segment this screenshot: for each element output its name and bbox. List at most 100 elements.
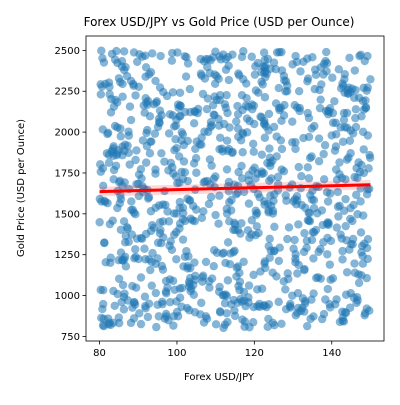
scatter-point — [346, 149, 355, 158]
scatter-point — [299, 57, 308, 66]
scatter-point — [274, 83, 284, 93]
scatter-point — [130, 300, 140, 309]
scatter-point — [119, 305, 129, 314]
scatter-point — [230, 246, 239, 255]
scatter-point — [296, 67, 305, 76]
scatter-point — [98, 321, 108, 330]
scatter-point — [207, 161, 216, 170]
scatter-point — [171, 172, 181, 181]
scatter-point — [224, 61, 233, 70]
scatter-point — [145, 149, 155, 158]
scatter-point — [286, 299, 295, 309]
scatter-point — [308, 53, 317, 62]
scatter-point — [174, 152, 184, 161]
scatter-point — [227, 195, 236, 205]
scatter-point — [144, 194, 153, 203]
plot-clip-group — [95, 46, 375, 333]
scatter-point — [104, 78, 114, 87]
scatter-point — [210, 246, 219, 255]
scatter-point — [300, 266, 309, 275]
scatter-point — [352, 190, 361, 200]
scatter-point — [201, 55, 211, 64]
scatter-point — [148, 248, 157, 258]
scatter-point — [186, 107, 195, 117]
scatter-point — [222, 165, 232, 174]
scatter-point — [339, 81, 348, 91]
scatter-point — [316, 63, 325, 72]
scatter-point — [126, 115, 136, 125]
scatter-point — [222, 309, 231, 318]
scatter-point — [125, 160, 134, 169]
scatter-point — [288, 117, 297, 126]
scatter-point — [283, 234, 292, 244]
scatter-point — [109, 175, 118, 184]
scatter-point — [294, 87, 304, 96]
scatter-point — [168, 48, 177, 58]
scatter-point — [320, 141, 330, 150]
scatter-point — [321, 56, 330, 66]
scatter-point — [150, 129, 160, 138]
scatter-point — [334, 65, 344, 74]
scatter-point — [281, 285, 290, 294]
y-tick-label: 750 — [61, 332, 80, 343]
scatter-point — [136, 273, 146, 282]
scatter-point — [185, 273, 195, 283]
scatter-point — [230, 311, 240, 321]
scatter-point — [99, 58, 109, 67]
scatter-point — [199, 207, 208, 216]
scatter-point — [223, 317, 232, 327]
scatter-point — [260, 197, 269, 206]
scatter-point — [313, 273, 323, 282]
scatter-point — [234, 281, 243, 291]
scatter-point — [304, 174, 314, 183]
scatter-point — [204, 199, 214, 209]
scatter-point — [210, 79, 220, 88]
scatter-point — [348, 84, 357, 93]
scatter-point — [335, 158, 344, 167]
y-tick-label: 1750 — [55, 168, 80, 179]
scatter-point — [361, 96, 370, 105]
scatter-point — [132, 146, 141, 155]
scatter-point — [199, 318, 209, 327]
scatter-point — [214, 114, 223, 124]
scatter-point — [203, 62, 212, 72]
scatter-point — [348, 240, 357, 249]
scatter-point — [197, 71, 206, 80]
scatter-point — [293, 269, 302, 278]
scatter-point — [272, 272, 281, 281]
scatter-point — [273, 172, 283, 182]
scatter-point — [124, 148, 133, 158]
scatter-point — [236, 136, 246, 145]
scatter-point — [319, 175, 329, 184]
scatter-point — [214, 121, 224, 130]
scatter-point — [291, 144, 300, 154]
scatter-point — [158, 217, 168, 226]
scatter-point — [263, 322, 272, 332]
scatter-point — [153, 238, 163, 247]
scatter-point — [120, 255, 129, 264]
scatter-point — [290, 235, 299, 245]
scatter-point — [293, 103, 302, 112]
scatter-point — [265, 253, 274, 262]
scatter-point — [105, 219, 115, 229]
scatter-point — [234, 167, 243, 177]
scatter-point — [317, 206, 327, 215]
scatter-point — [300, 229, 309, 238]
scatter-point — [257, 77, 266, 87]
scatter-point — [149, 100, 159, 109]
scatter-point — [209, 261, 218, 271]
scatter-point — [157, 111, 166, 120]
scatter-point — [197, 298, 206, 308]
scatter-point — [337, 234, 346, 243]
scatter-point — [222, 136, 232, 145]
scatter-point — [137, 174, 146, 183]
scatter-point — [100, 238, 109, 247]
scatter-point — [197, 213, 207, 223]
scatter-point — [260, 133, 270, 142]
scatter-point — [307, 152, 316, 161]
scatter-point — [238, 148, 247, 157]
scatter-point — [242, 93, 251, 103]
scatter-point — [242, 128, 252, 137]
scatter-point — [175, 197, 185, 207]
scatter-point — [277, 319, 286, 328]
